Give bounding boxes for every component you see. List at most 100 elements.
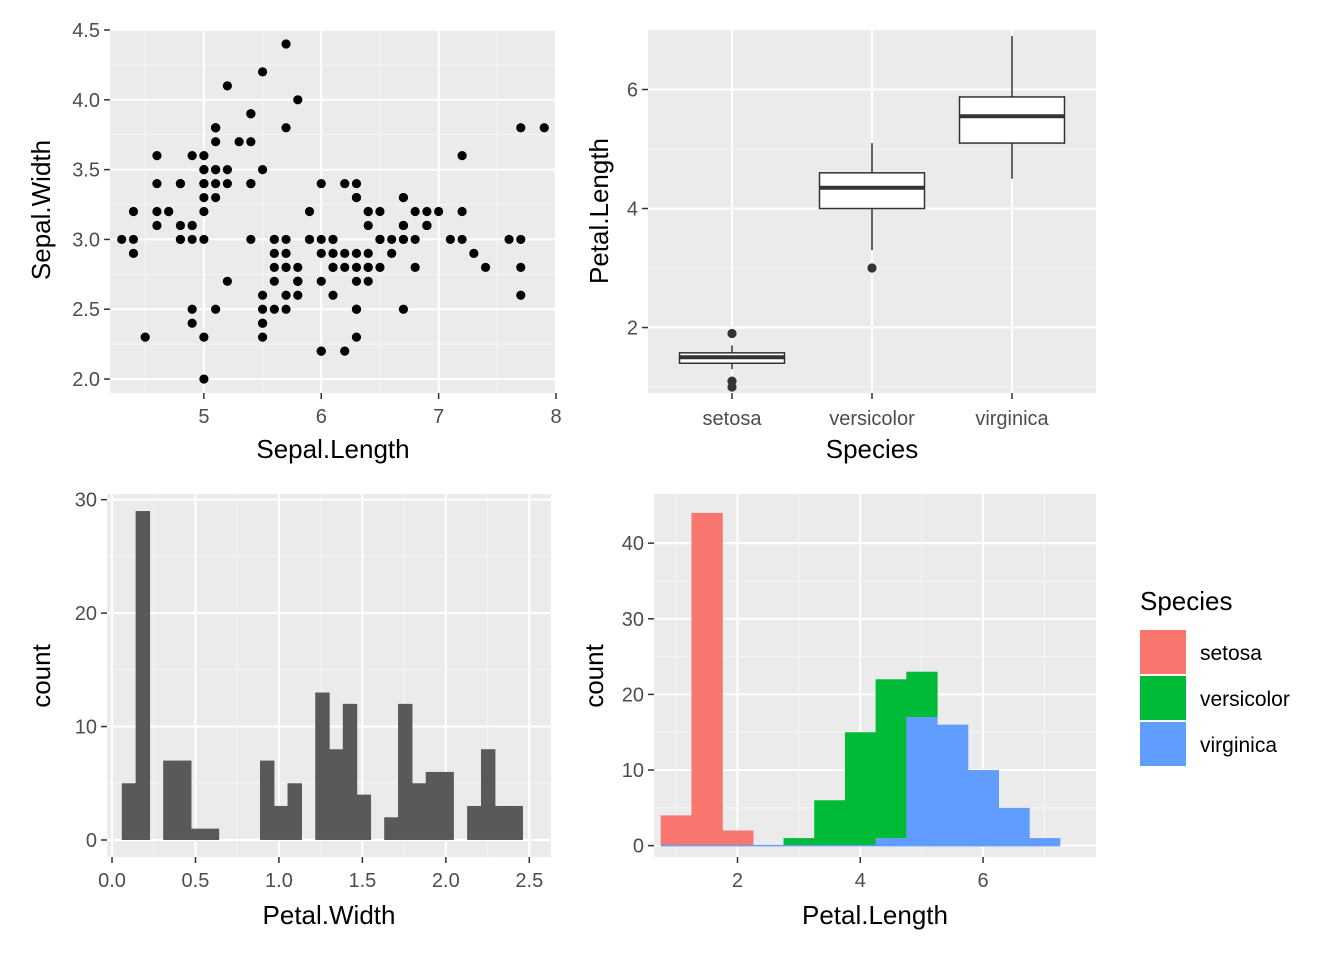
hist-width-y-tick-label: 20 (75, 603, 97, 625)
boxplot-panel: setosa versicolor virginica 2 4 6 Species Pet… (584, 29, 1096, 464)
scatter-point (328, 262, 338, 272)
scatter-point (351, 332, 362, 342)
scatter-point (504, 234, 514, 245)
scatter-point (257, 318, 268, 328)
scatter-x-axis-title: Sepal.Length (256, 434, 409, 464)
hist-length-y-tick-label: 0 (633, 836, 644, 858)
legend-title: Species (1140, 586, 1233, 616)
scatter-point (211, 165, 221, 175)
scatter-y-tick-label: 4.0 (72, 90, 100, 112)
scatter-point (375, 234, 385, 245)
hist-length-bar-setosa (691, 512, 723, 846)
scatter-x-tick-label: 6 (316, 406, 327, 428)
scatter-point (257, 165, 268, 175)
scatter-point (164, 206, 174, 217)
scatter-point (175, 234, 186, 245)
scatter-point (269, 234, 279, 245)
scatter-point (281, 123, 291, 133)
scatter-point (222, 178, 232, 189)
scatter-point (257, 332, 268, 342)
scatter-point (152, 220, 162, 231)
scatter-point (281, 304, 291, 314)
hist-length-bar-virginica (875, 838, 907, 846)
box-outlier-setosa (727, 376, 737, 386)
scatter-point (375, 206, 385, 217)
scatter-point (316, 248, 326, 258)
scatter-point (363, 220, 373, 231)
hist-length-bar-virginica (998, 807, 1030, 846)
hist-width-x-tick-label: 0.5 (182, 870, 210, 892)
scatter-point (199, 165, 209, 175)
scatter-point (187, 304, 197, 314)
boxplot-y-axis-title: Petal.Length (584, 138, 614, 284)
hist-length-y-tick-label: 10 (622, 760, 644, 782)
scatter-point (199, 151, 209, 161)
scatter-point (211, 178, 221, 189)
hist-length-panel: 2 4 6 0 10 20 30 40 Petal.Length count (579, 494, 1096, 930)
hist-width-y-axis-title: count (26, 643, 56, 707)
scatter-point (175, 178, 186, 189)
scatter-point (398, 220, 409, 231)
hist-width-bar (177, 760, 192, 840)
hist-width-bar (135, 511, 151, 840)
scatter-panel-background (110, 30, 556, 393)
hist-width-bar (163, 760, 178, 840)
scatter-point (316, 234, 326, 245)
scatter-point (199, 192, 209, 203)
scatter-point (269, 304, 279, 314)
hist-width-bar (342, 703, 358, 840)
scatter-point (363, 276, 373, 286)
scatter-point (398, 192, 409, 203)
scatter-point (316, 276, 326, 286)
hist-length-x-tick-label: 6 (977, 870, 988, 892)
hist-width-bar (494, 805, 510, 840)
scatter-point (410, 234, 420, 245)
legend: Species setosa versicolor virginica (1140, 586, 1290, 766)
scatter-point (293, 262, 303, 272)
scatter-point (516, 123, 526, 133)
scatter-point (363, 248, 373, 258)
hist-width-bar (121, 783, 137, 840)
scatter-point (211, 137, 221, 147)
hist-length-bar-virginica (1029, 838, 1061, 846)
scatter-x-tick-label: 7 (433, 406, 444, 428)
legend-key-virginica (1140, 722, 1186, 766)
hist-length-y-tick-label: 30 (622, 609, 644, 631)
hist-width-bar (259, 760, 275, 840)
hist-length-bar-setosa (660, 815, 693, 846)
hist-width-bar (190, 828, 206, 840)
scatter-point (316, 178, 326, 189)
legend-label-versicolor: versicolor (1200, 688, 1290, 711)
scatter-point (351, 178, 362, 189)
boxplot-x-tick-label: versicolor (829, 408, 915, 430)
hist-length-bar-versicolor (844, 732, 877, 846)
scatter-point (328, 248, 338, 258)
hist-width-bar (315, 692, 330, 840)
hist-length-bar-versicolor (875, 679, 907, 839)
scatter-point (351, 262, 362, 272)
scatter-point (340, 262, 350, 272)
scatter-point (257, 290, 268, 300)
scatter-point (246, 178, 256, 189)
scatter-y-tick-label: 3.0 (72, 229, 100, 251)
scatter-point (281, 234, 291, 245)
scatter-point (140, 332, 150, 342)
scatter-y-tick-label: 2.5 (72, 299, 100, 321)
scatter-point (222, 81, 232, 91)
hist-width-bar (467, 805, 482, 840)
hist-width-x-tick-label: 0.0 (98, 870, 126, 892)
scatter-point (457, 151, 467, 161)
legend-key-setosa (1140, 630, 1186, 674)
hist-length-y-axis-title: count (579, 643, 609, 707)
hist-width-y-tick-label: 0 (86, 830, 97, 852)
hist-width-x-axis-title: Petal.Width (263, 900, 396, 930)
scatter-point (293, 290, 303, 300)
hist-width-x-tick-label: 2.0 (432, 870, 460, 892)
box-virginica (958, 96, 1066, 144)
scatter-point (304, 206, 315, 217)
scatter-point (398, 304, 409, 314)
scatter-point (539, 123, 549, 133)
scatter-point (222, 276, 232, 286)
boxplot-y-tick-label: 6 (627, 80, 638, 102)
hist-length-x-axis-title: Petal.Length (802, 900, 948, 930)
